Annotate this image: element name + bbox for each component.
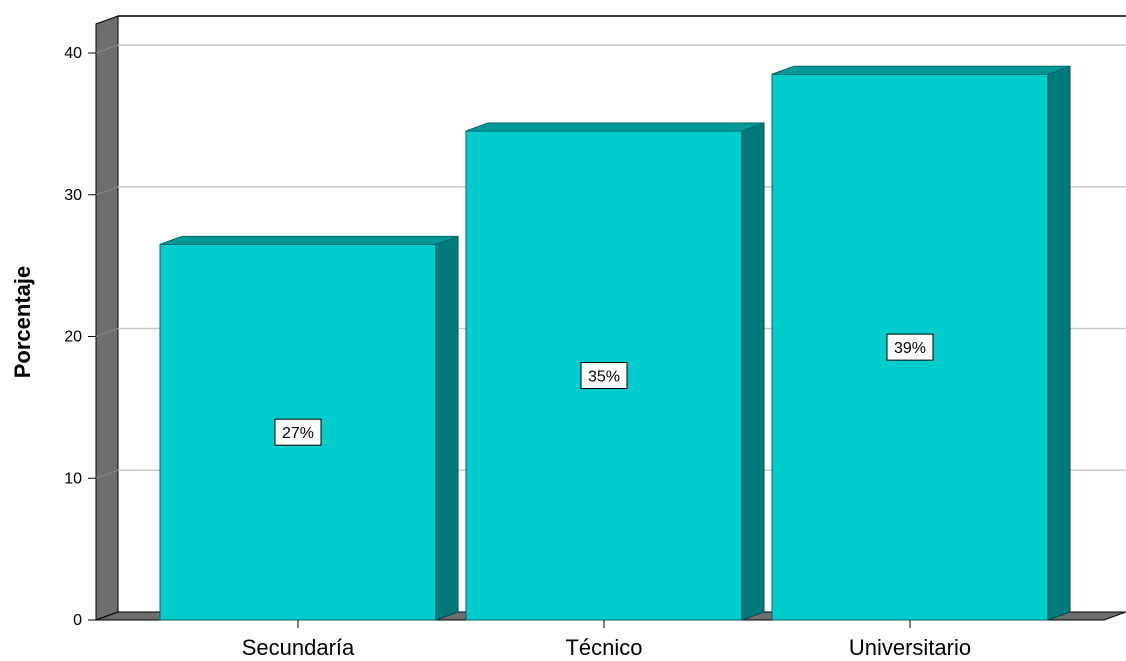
x-tick-label: Técnico xyxy=(565,635,642,660)
wall-grid-line xyxy=(95,469,119,479)
bar-side xyxy=(741,122,765,621)
x-axis-labels: Secundaría Técnico Universitario xyxy=(242,620,971,660)
y-axis-title: Porcentaje xyxy=(10,266,35,379)
bar-top xyxy=(771,65,1071,75)
bars: 27% 35% 39% xyxy=(159,65,1071,621)
wall-grid-line xyxy=(95,328,119,337)
data-label-box xyxy=(274,418,322,446)
data-label: 27% xyxy=(282,425,314,442)
data-label: 39% xyxy=(894,340,926,357)
bar-top xyxy=(465,122,765,132)
y-tick-label: 0 xyxy=(73,612,82,629)
y-tick-label: 10 xyxy=(64,470,82,487)
data-label: 35% xyxy=(588,368,620,385)
data-label-box xyxy=(886,333,934,361)
y-tick-label: 40 xyxy=(64,45,82,62)
wall-grid-line xyxy=(95,44,119,54)
y-tick-label: 20 xyxy=(64,329,82,346)
x-tick-label: Universitario xyxy=(849,635,971,660)
data-label-box xyxy=(580,361,628,389)
bar-side xyxy=(1047,65,1071,621)
bar-side xyxy=(435,235,459,621)
left-wall xyxy=(95,15,119,621)
wall-grid-line xyxy=(95,186,119,196)
bar-top xyxy=(159,235,459,245)
y-tick-label: 30 xyxy=(64,187,82,204)
y-axis-ticks: 0 10 20 30 40 xyxy=(64,45,96,629)
x-tick-label: Secundaría xyxy=(242,635,355,660)
